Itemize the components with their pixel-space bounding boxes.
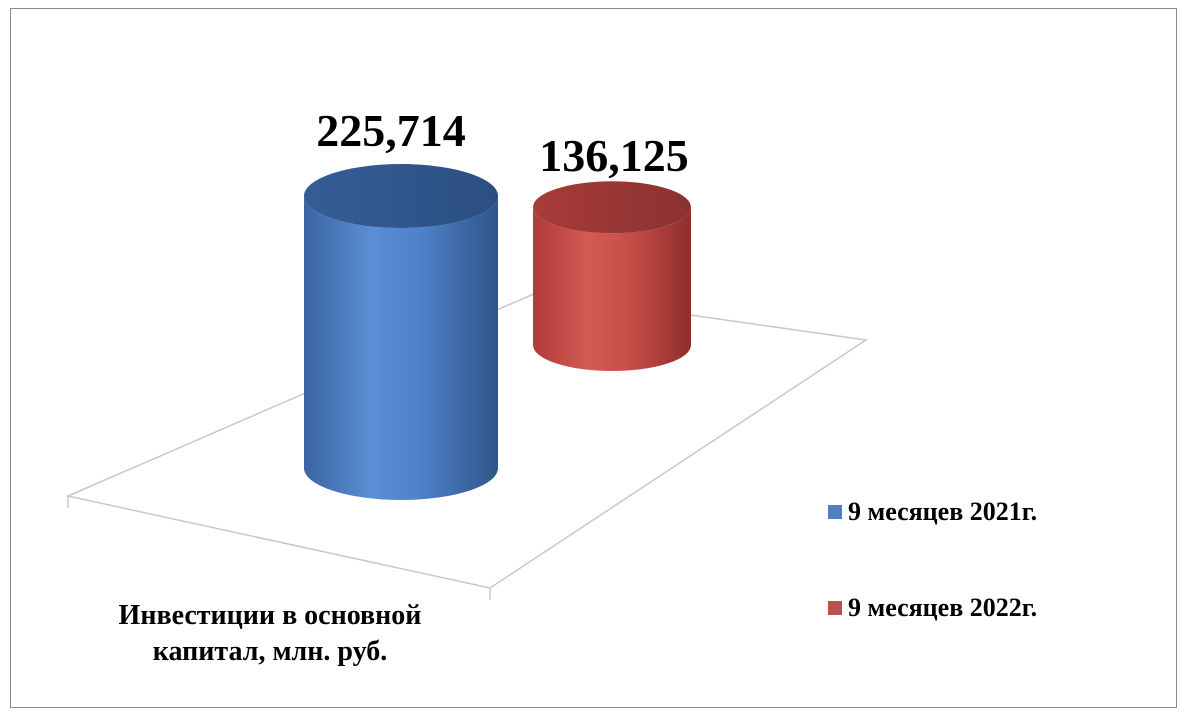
bar-2022-top xyxy=(533,181,691,234)
bar-2022 xyxy=(533,181,691,371)
bar-2022-body xyxy=(533,207,691,371)
legend-label-2022: 9 месяцев 2022г. xyxy=(848,593,1038,622)
category-label: Инвестиции в основной капитал, млн. руб. xyxy=(118,600,422,667)
bar-2021-top xyxy=(304,164,498,229)
bar-2021-body xyxy=(304,196,498,500)
data-label-2022: 136,125 xyxy=(539,130,689,181)
legend-item-2022: 9 месяцев 2022г. xyxy=(828,590,1148,626)
legend-swatch-2022 xyxy=(828,601,842,615)
legend-label-2021: 9 месяцев 2021г. xyxy=(848,497,1038,526)
legend: 9 месяцев 2021г. 9 месяцев 2022г. xyxy=(828,494,1148,626)
legend-swatch-2021 xyxy=(828,505,842,519)
data-label-2021: 225,714 xyxy=(316,105,466,156)
bar-2021 xyxy=(304,164,498,500)
legend-item-2021: 9 месяцев 2021г. xyxy=(828,494,1148,530)
